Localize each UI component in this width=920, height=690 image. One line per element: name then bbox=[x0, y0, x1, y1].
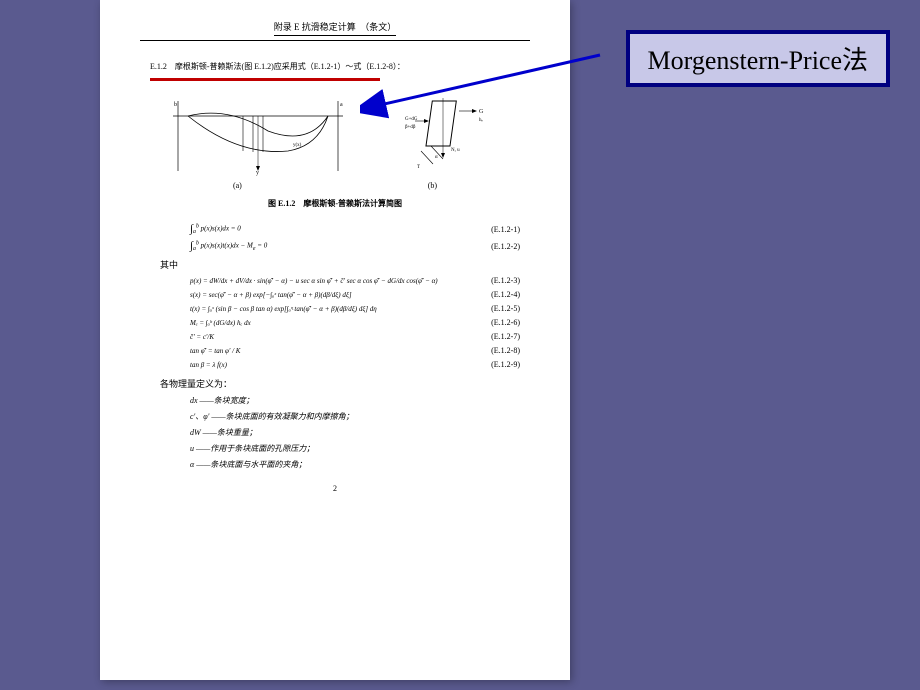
title-underline bbox=[150, 78, 380, 81]
page-number: 2 bbox=[140, 484, 530, 493]
eq-lhs: ∫ab p(x)s(x)t(x)dx − Me = 0 bbox=[190, 240, 267, 252]
eq-num: (E.1.2-8) bbox=[491, 346, 520, 355]
eq-lhs: ∫ab p(x)s(x)dx = 0 bbox=[190, 223, 241, 235]
eq-num: (E.1.2-7) bbox=[491, 332, 520, 341]
eq-num: (E.1.2-1) bbox=[491, 225, 520, 234]
eq-lhs: Mₑ = ∫ₐᵇ (dG/dx) hₑ dx bbox=[190, 319, 251, 327]
equation-row: Mₑ = ∫ₐᵇ (dG/dx) hₑ dx (E.1.2-6) bbox=[190, 318, 520, 327]
equation-row: t(x) = ∫ₐˣ (sin β − cos β tan α) exp[∫ₐᶯ… bbox=[190, 304, 520, 313]
eq-num: (E.1.2-9) bbox=[491, 360, 520, 369]
svg-text:b: b bbox=[174, 102, 177, 108]
svg-text:T: T bbox=[417, 165, 420, 170]
where-label: 其中 bbox=[160, 258, 530, 271]
equation-row: ∫ab p(x)s(x)t(x)dx − Me = 0 (E.1.2-2) bbox=[190, 240, 520, 252]
def-item: α ——条块底面与水平面的夹角； bbox=[190, 459, 530, 470]
diagram-row: b a y(x) y G hₑ G+dG β+dβ T bbox=[140, 96, 530, 176]
defs-title: 各物理量定义为： bbox=[160, 377, 530, 390]
equation-block-2: p(x) = dW/dx + dV/dx · sin(φ̄' − α) − u … bbox=[190, 276, 520, 369]
eq-lhs: tan β = λ f(x) bbox=[190, 361, 227, 369]
svg-text:α: α bbox=[435, 155, 438, 160]
label-b: (b) bbox=[428, 181, 437, 190]
def-item: dW ——条块重量； bbox=[190, 427, 530, 438]
equation-row: tan φ̄' = tan φ' / K (E.1.2-8) bbox=[190, 346, 520, 355]
eq-lhs: c̄' = c'/K bbox=[190, 333, 214, 341]
callout-box: Morgenstern-Price法 bbox=[626, 30, 890, 87]
diagram-a: b a y(x) y bbox=[168, 96, 348, 176]
def-item: u ——作用于条块底面的孔隙压力； bbox=[190, 443, 530, 454]
svg-text:N, u: N, u bbox=[451, 148, 460, 153]
equation-row: c̄' = c'/K (E.1.2-7) bbox=[190, 332, 520, 341]
callout-text: Morgenstern-Price法 bbox=[648, 46, 868, 75]
svg-text:hₑ: hₑ bbox=[479, 118, 484, 123]
equation-row: p(x) = dW/dx + dV/dx · sin(φ̄' − α) − u … bbox=[190, 276, 520, 285]
eq-num: (E.1.2-6) bbox=[491, 318, 520, 327]
equation-row: s(x) = sec(φ̄' − α + β) exp[−∫ₐˣ tan(φ̄'… bbox=[190, 290, 520, 299]
eq-num: (E.1.2-3) bbox=[491, 276, 520, 285]
svg-text:y(x): y(x) bbox=[293, 143, 302, 148]
eq-lhs: t(x) = ∫ₐˣ (sin β − cos β tan α) exp[∫ₐᶯ… bbox=[190, 305, 377, 313]
eq-lhs: tan φ̄' = tan φ' / K bbox=[190, 347, 240, 355]
label-a: (a) bbox=[233, 181, 242, 190]
figure-caption: 图 E.1.2 摩根斯顿-普赖斯法计算简图 bbox=[140, 198, 530, 209]
document-page: 附录 E 抗滑稳定计算 （条文） E.1.2 摩根斯顿-普赖斯法(图 E.1.2… bbox=[100, 0, 570, 680]
equation-row: ∫ab p(x)s(x)dx = 0 (E.1.2-1) bbox=[190, 223, 520, 235]
def-item: dx ——条块宽度； bbox=[190, 395, 530, 406]
svg-text:y: y bbox=[256, 170, 259, 176]
equation-row: tan β = λ f(x) (E.1.2-9) bbox=[190, 360, 520, 369]
diagram-b: G hₑ G+dG β+dβ T N, u α bbox=[403, 96, 503, 176]
section-title: E.1.2 摩根斯顿-普赖斯法(图 E.1.2)应采用式（E.1.2-1）～式（… bbox=[150, 61, 530, 72]
eq-lhs: p(x) = dW/dx + dV/dx · sin(φ̄' − α) − u … bbox=[190, 277, 438, 285]
diagram-labels: (a) (b) bbox=[140, 181, 530, 190]
equation-block-1: ∫ab p(x)s(x)dx = 0 (E.1.2-1) ∫ab p(x)s(x… bbox=[190, 223, 520, 252]
header-text: 附录 E 抗滑稳定计算 （条文） bbox=[274, 20, 397, 36]
definitions-list: dx ——条块宽度； c'、φ' ——条块底面的有效凝聚力和内摩擦角； dW —… bbox=[190, 395, 530, 470]
eq-num: (E.1.2-4) bbox=[491, 290, 520, 299]
eq-lhs: s(x) = sec(φ̄' − α + β) exp[−∫ₐˣ tan(φ̄'… bbox=[190, 291, 352, 299]
eq-num: (E.1.2-5) bbox=[491, 304, 520, 313]
def-item: c'、φ' ——条块底面的有效凝聚力和内摩擦角； bbox=[190, 411, 530, 422]
svg-text:a: a bbox=[340, 102, 343, 108]
page-header: 附录 E 抗滑稳定计算 （条文） bbox=[140, 20, 530, 41]
svg-text:G: G bbox=[479, 109, 484, 115]
svg-text:β+dβ: β+dβ bbox=[405, 125, 416, 130]
svg-text:G+dG: G+dG bbox=[405, 117, 418, 122]
eq-num: (E.1.2-2) bbox=[491, 242, 520, 251]
